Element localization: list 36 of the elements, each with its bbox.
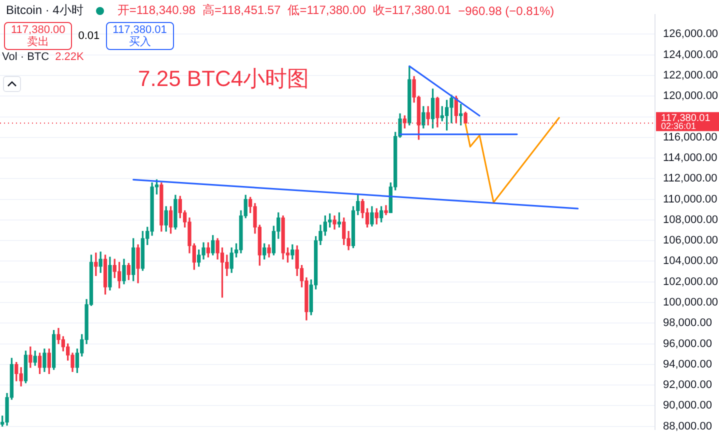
y-tick-label: 100,000.00 [663,296,718,309]
y-tick-label: 116,000.00 [663,131,718,144]
y-tick-label: 92,000.00 [663,379,712,392]
y-tick-label: 126,000.00 [663,28,718,40]
annotation: 买入 [128,36,152,48]
text: 02:36:01 [661,121,696,132]
annotation: 0.01 [78,30,100,42]
chart-subtitle: Bitcoin · 4小时 [6,2,84,19]
y-tick-label: 122,000.00 [663,70,718,82]
y-tick-label: 114,000.00 [663,152,718,164]
y-tick-label: 96,000.00 [663,338,712,350]
annotation: 117,380.01 [112,24,167,36]
candlestick [384,205,388,216]
y-tick-label: 120,000.00 [663,90,718,102]
annotation: 收=117,380.01 [372,2,452,19]
y-tick-label: 112,000.00 [663,172,718,185]
annotation: 卖出 [26,36,50,48]
annotation: Vol · BTC [2,51,50,63]
annotation: 2.22K [55,51,84,63]
y-tick-label: 104,000.00 [663,255,718,268]
y-tick-label: 108,000.00 [663,214,718,226]
y-tick-label: 88,000.00 [663,420,712,432]
y-tick-label: 110,000.00 [663,193,718,206]
y-tick-label: 106,000.00 [663,234,718,247]
annotation: 117,380.00 [11,24,66,36]
y-tick-label: 94,000.00 [663,358,712,370]
y-tick-label: 102,000.00 [663,276,718,288]
y-tick-label: 124,000.00 [663,48,718,61]
y-tick-label: 90,000.00 [663,400,712,412]
annotation: −960.98 (−0.81%) [458,4,554,18]
y-tick-label: 98,000.00 [663,317,712,330]
ref-line-label: 117,380.01 [661,112,711,124]
text: 7.25 BTC4小时图 [138,65,310,93]
annotation: 低=117,380.00 [288,2,366,19]
annotation: 高=118,451.57 [202,2,281,19]
annotation: 开=118,340.98 [117,2,196,19]
